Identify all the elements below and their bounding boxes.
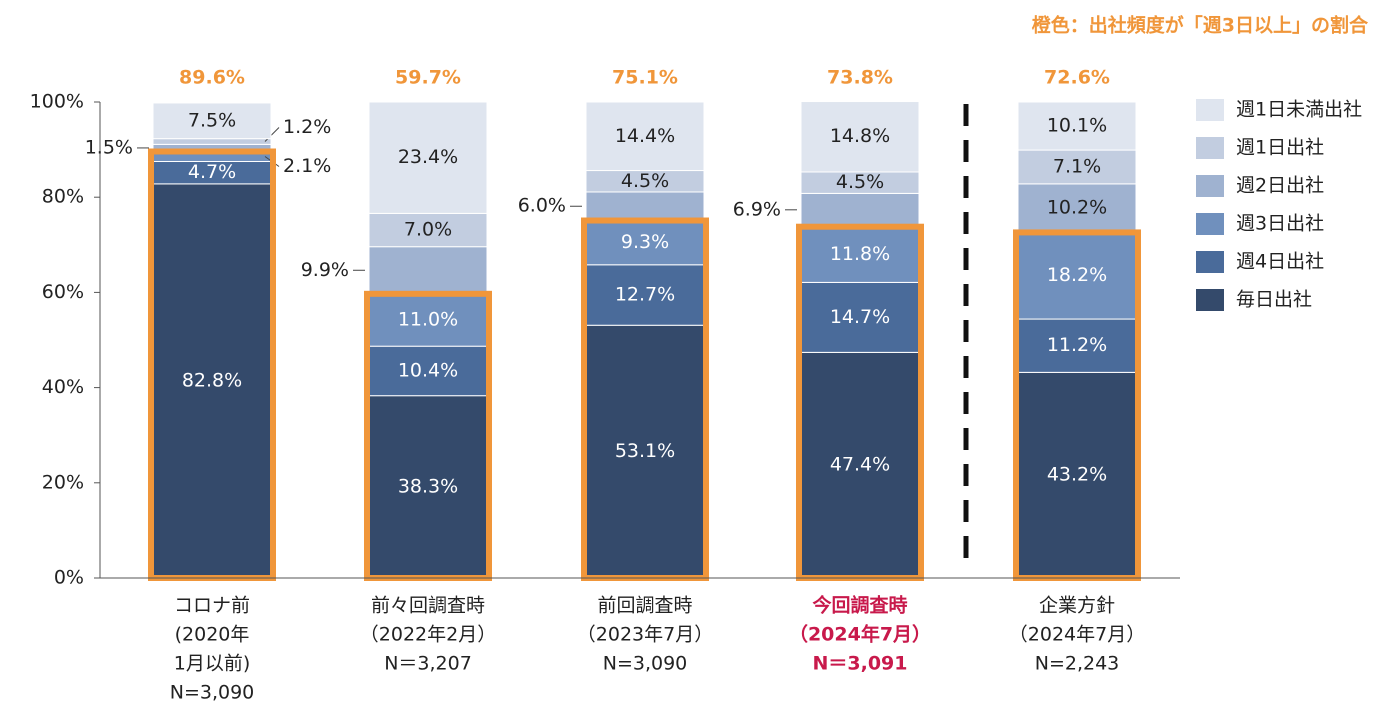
bar-segment [800, 192, 920, 227]
legend-swatch [1196, 175, 1224, 197]
bar-segment [800, 101, 920, 173]
y-tick-label: 100% [30, 91, 84, 113]
value-label: 1.5% [85, 136, 133, 158]
legend-swatch [1196, 251, 1224, 273]
value-label: 10.4% [398, 359, 458, 381]
legend-label: 週1日未満出社 [1236, 99, 1362, 121]
x-tick-label: （2024年7月） [789, 623, 931, 646]
bar-segment [585, 220, 705, 266]
bar-segment [152, 102, 272, 140]
total-label: 59.7% [395, 67, 461, 89]
x-tick-label: （2024年7月） [1009, 624, 1145, 646]
value-label: 82.8% [182, 369, 242, 391]
bar-segment [585, 324, 705, 579]
value-label: 23.4% [398, 146, 458, 168]
bar-segment [800, 351, 920, 579]
bar-segment [585, 264, 705, 326]
y-tick-label: 0% [54, 567, 84, 589]
value-label: 12.7% [615, 284, 675, 306]
y-tick-label: 20% [42, 471, 84, 493]
value-label: 6.9% [733, 198, 781, 220]
legend-label: 週3日出社 [1236, 213, 1324, 235]
value-label: 14.4% [615, 125, 675, 147]
value-label: 7.1% [1053, 155, 1101, 177]
value-label: 10.2% [1047, 197, 1107, 219]
total-label: 73.8% [827, 67, 893, 89]
bar-segment [585, 191, 705, 222]
leader-line [264, 127, 280, 142]
value-label: 47.4% [830, 454, 890, 476]
bar-segment [368, 101, 488, 214]
y-tick-label: 80% [42, 186, 84, 208]
value-label: 9.9% [301, 259, 349, 281]
x-tick-label: 今回調査時 [811, 594, 907, 617]
value-label: 14.8% [830, 125, 890, 147]
value-label: 38.3% [398, 475, 458, 497]
legend-label: 週2日出社 [1236, 175, 1324, 197]
value-label: 18.2% [1047, 264, 1107, 286]
x-tick-label: （2022年2月） [360, 624, 496, 646]
x-tick-label: 1月以前) [174, 653, 251, 675]
annotation: 橙色：出社頻度が「週3日以上」の割合 [1032, 14, 1369, 37]
value-label: 9.3% [621, 231, 669, 253]
value-label: 2.1% [283, 155, 331, 177]
bar-segment [1017, 183, 1137, 233]
x-tick-label: N=3,090 [170, 682, 255, 704]
y-tick-label: 40% [42, 376, 84, 398]
legend-swatch [1196, 137, 1224, 159]
x-tick-label: コロナ前 [174, 595, 250, 617]
value-label: 1.2% [283, 116, 331, 138]
value-label: 53.1% [615, 440, 675, 462]
value-label: 4.5% [621, 170, 669, 192]
y-tick-label: 60% [42, 281, 84, 303]
legend-label: 週1日出社 [1236, 137, 1324, 159]
value-label: 11.8% [830, 243, 890, 265]
value-label: 7.0% [404, 219, 452, 241]
x-tick-label: 前回調査時 [597, 595, 692, 617]
legend-label: 週4日出社 [1236, 251, 1324, 273]
bar-segment [800, 225, 920, 283]
value-label: 6.0% [518, 195, 566, 217]
bar-segment [1017, 371, 1137, 579]
bar-segment [1017, 231, 1137, 320]
total-label: 72.6% [1044, 67, 1110, 89]
x-tick-label: N=2,243 [1035, 653, 1120, 675]
bar-segment [1017, 149, 1137, 185]
value-label: 11.0% [398, 309, 458, 331]
x-tick-label: N＝3,207 [384, 653, 472, 675]
bar-segment [1017, 101, 1137, 151]
total-label: 89.6% [179, 67, 245, 89]
value-label: 43.2% [1047, 464, 1107, 486]
bar-segment [585, 101, 705, 172]
x-tick-label: 前々回調査時 [371, 595, 485, 617]
legend-label: 毎日出社 [1236, 289, 1312, 311]
value-label: 4.7% [188, 161, 236, 183]
x-tick-label: N＝3,091 [812, 653, 907, 675]
total-label: 75.1% [612, 67, 678, 89]
value-label: 11.2% [1047, 334, 1107, 356]
x-tick-label: N=3,090 [603, 653, 688, 675]
legend-swatch [1196, 99, 1224, 121]
x-tick-label: （2023年7月） [577, 624, 713, 646]
value-label: 7.5% [188, 109, 236, 131]
value-label: 10.1% [1047, 115, 1107, 137]
bar-segment [368, 246, 488, 295]
value-label: 14.7% [830, 306, 890, 328]
bar-segment [152, 138, 272, 145]
legend-swatch [1196, 289, 1224, 311]
x-tick-label: (2020年 [175, 624, 250, 646]
bar-segment [800, 281, 920, 353]
value-label: 4.5% [836, 171, 884, 193]
x-tick-label: 企業方針 [1039, 595, 1115, 617]
legend-swatch [1196, 213, 1224, 235]
